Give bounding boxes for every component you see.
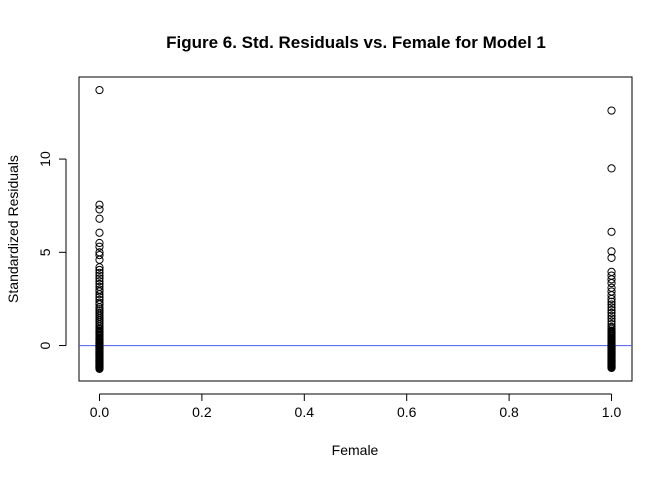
data-point — [95, 274, 104, 283]
data-point — [607, 275, 616, 284]
data-point — [95, 228, 104, 237]
data-point — [607, 247, 616, 256]
data-point — [607, 106, 616, 115]
chart-title: Figure 6. Std. Residuals vs. Female for … — [166, 33, 546, 52]
data-point — [95, 363, 104, 372]
data-point — [607, 253, 616, 263]
y-tick-label: 10 — [37, 151, 53, 167]
y-tick-label: 0 — [37, 341, 53, 349]
data-point — [95, 238, 104, 248]
data-point — [607, 291, 616, 300]
points-layer — [95, 85, 616, 373]
x-axis: 0.0 0.2 0.4 0.6 0.8 1.0 — [90, 393, 622, 420]
data-point — [607, 303, 616, 312]
data-point — [95, 265, 104, 275]
data-point — [95, 85, 104, 95]
data-point — [607, 294, 616, 304]
data-point — [95, 251, 104, 260]
data-point — [95, 263, 104, 272]
x-tick-label: 0.2 — [192, 404, 212, 420]
data-point — [607, 164, 616, 173]
x-tick-label: 1.0 — [602, 404, 622, 420]
data-point — [607, 311, 616, 320]
x-axis-label: Female — [332, 442, 379, 458]
data-point — [607, 227, 616, 236]
y-axis: 0 5 10 — [37, 151, 67, 349]
data-point — [95, 327, 104, 336]
data-point — [95, 214, 104, 223]
data-point — [95, 271, 104, 280]
data-point — [607, 333, 616, 342]
data-point — [95, 331, 104, 340]
x-tick-label: 0.0 — [90, 404, 110, 420]
x-tick-label: 0.8 — [499, 404, 519, 420]
x-tick-label: 0.6 — [397, 404, 417, 420]
x-tick-label: 0.4 — [295, 404, 315, 420]
data-point — [607, 363, 616, 372]
data-point — [95, 205, 104, 214]
data-point — [95, 300, 104, 309]
data-point — [607, 314, 616, 323]
plot-frame — [78, 76, 633, 382]
data-point — [95, 290, 104, 299]
y-tick-label: 5 — [37, 248, 53, 256]
data-point — [95, 337, 104, 346]
data-point — [607, 300, 616, 309]
data-point — [607, 329, 616, 338]
data-point — [95, 268, 104, 277]
data-point — [95, 287, 104, 296]
data-point — [95, 277, 104, 286]
y-axis-label: Standardized Residuals — [5, 155, 21, 303]
data-point — [607, 308, 616, 318]
data-point — [95, 242, 104, 251]
data-point — [607, 297, 616, 306]
data-point — [95, 200, 104, 209]
data-point — [607, 306, 616, 315]
data-point — [607, 278, 616, 288]
data-point — [95, 255, 104, 264]
